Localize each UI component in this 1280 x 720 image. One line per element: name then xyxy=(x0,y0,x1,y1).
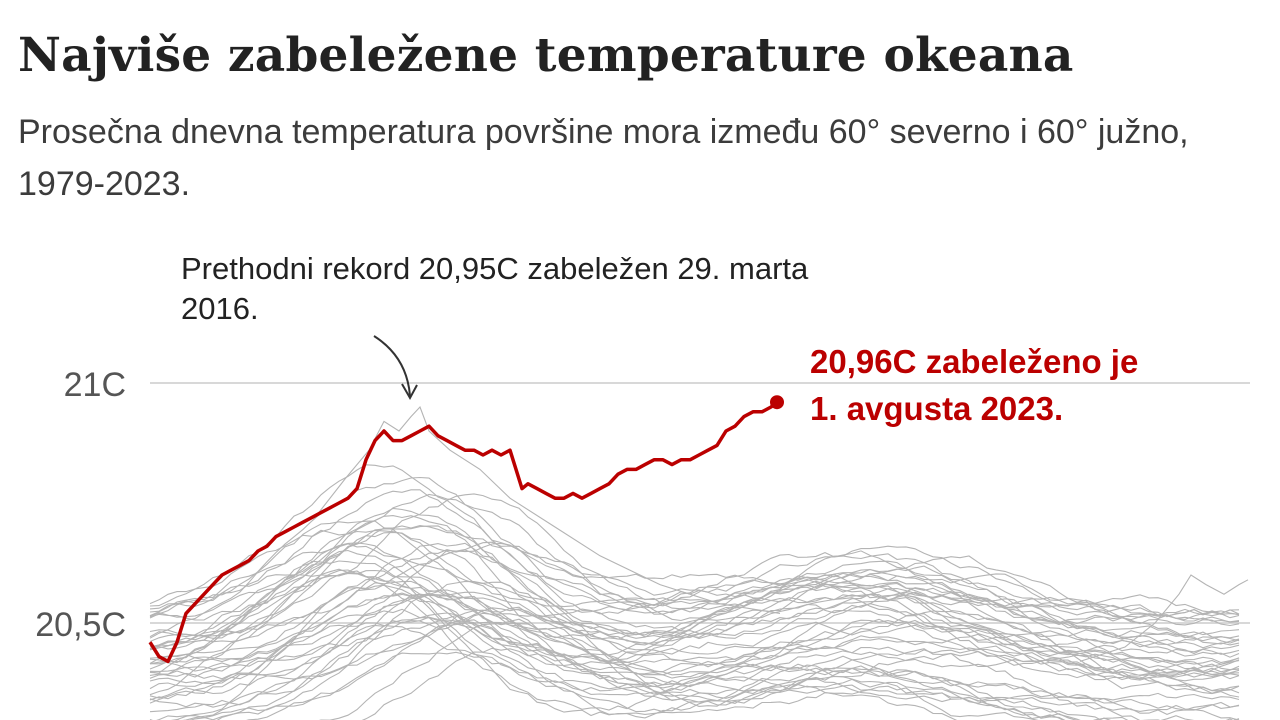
background-year-line xyxy=(149,593,1240,692)
background-year-line xyxy=(156,580,1111,720)
y-tick-label: 21C xyxy=(64,366,126,404)
chart-subtitle: Prosečna dnevna temperatura površine mor… xyxy=(18,113,1189,203)
latest-value-point xyxy=(770,395,784,410)
background-year-line xyxy=(149,592,1240,670)
annotation-new-record: 1. avgusta 2023. xyxy=(810,390,1063,427)
background-year-line xyxy=(174,606,1161,720)
background-year-line xyxy=(149,543,1240,619)
background-year-line xyxy=(149,603,1240,680)
annotation-previous-record: Prethodni rekord 20,95C zabeležen 29. ma… xyxy=(181,251,809,286)
background-year-line xyxy=(149,651,1234,720)
annotation-previous-record: 2016. xyxy=(181,291,259,326)
background-year-line xyxy=(361,647,958,720)
background-year-line xyxy=(149,524,1240,624)
background-year-line xyxy=(149,585,1240,685)
background-year-line xyxy=(149,531,1240,675)
background-year-line xyxy=(314,405,781,614)
background-year-line xyxy=(149,580,1240,676)
background-year-line xyxy=(149,493,1240,622)
background-year-line xyxy=(149,515,1240,655)
highlight-series-line xyxy=(148,400,779,664)
annotation-arrow xyxy=(373,335,411,397)
background-year-line xyxy=(149,569,1240,676)
y-tick-label: 20,5C xyxy=(35,606,126,644)
background-year-line xyxy=(149,529,1240,623)
annotation-arrow-head xyxy=(401,383,418,401)
background-year-line xyxy=(149,553,1240,663)
annotation-new-record: 20,96C zabeleženo je xyxy=(810,343,1138,380)
background-year-line xyxy=(149,622,1240,720)
background-year-line xyxy=(149,545,1240,621)
background-year-line xyxy=(1079,574,1249,662)
chart-title: Najviše zabeležene temperature okeana xyxy=(18,28,1074,83)
background-year-line xyxy=(149,608,1240,702)
background-year-line xyxy=(149,464,1240,618)
background-year-line xyxy=(149,542,1240,670)
background-year-line xyxy=(149,520,1240,657)
background-year-line xyxy=(149,525,1240,648)
background-year-line xyxy=(149,614,1240,713)
